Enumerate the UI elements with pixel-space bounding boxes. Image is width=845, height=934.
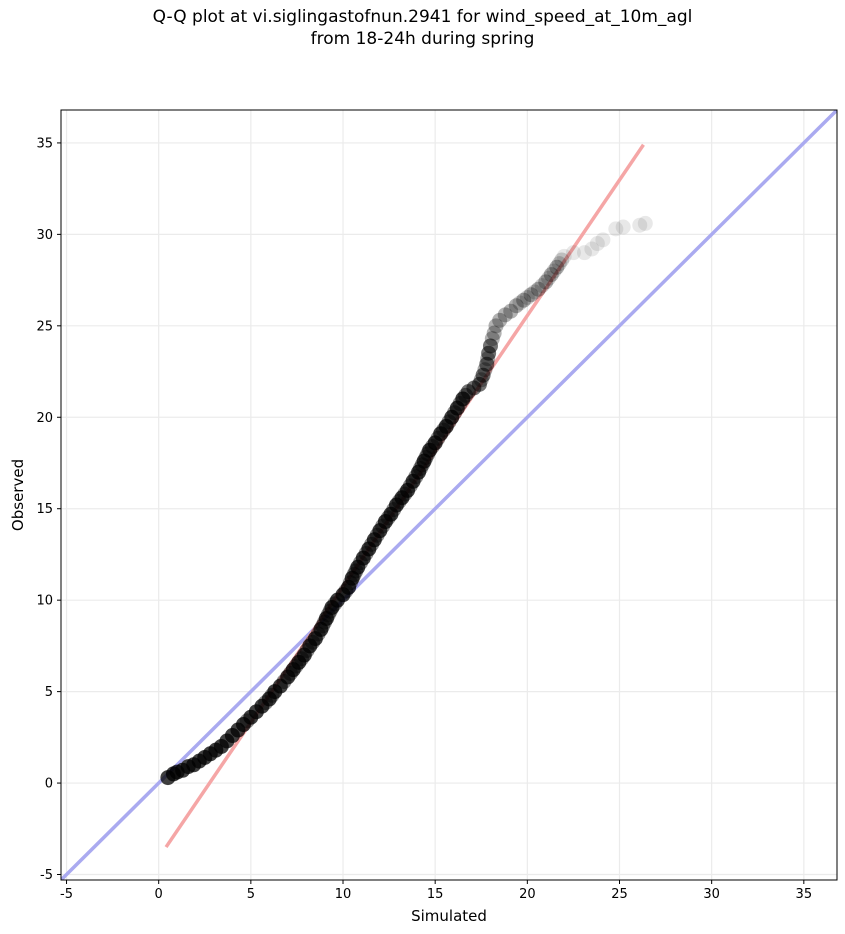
quantile-point [512, 295, 528, 311]
quantile-point [595, 232, 611, 248]
y-tick-label: 10 [36, 594, 53, 609]
y-tick-label: 30 [36, 228, 53, 243]
x-tick-label: 15 [427, 887, 444, 902]
y-tick-label: -5 [40, 868, 53, 883]
quantile-point [637, 215, 653, 231]
quantile-point [534, 278, 550, 294]
y-tick-label: 0 [45, 777, 53, 792]
quantile-point [519, 289, 535, 305]
chart-title: Q-Q plot at vi.siglingastofnun.2941 for … [152, 7, 693, 27]
y-axis-label: Observed [9, 459, 27, 531]
quantile-point [589, 236, 605, 252]
quantile-point [482, 338, 498, 354]
x-tick-label: 20 [519, 887, 536, 902]
chart-title-block: Q-Q plot at vi.siglingastofnun.2941 for … [0, 6, 845, 50]
quantile-point [632, 217, 648, 233]
grid [61, 110, 837, 880]
quantile-point [488, 318, 504, 334]
x-tick-label: 30 [703, 887, 720, 902]
quantile-point [538, 274, 554, 290]
quantile-point [527, 284, 543, 300]
quantile-point [576, 245, 592, 261]
x-tick-label: 35 [796, 887, 813, 902]
quantile-point [541, 270, 557, 286]
quantile-point [523, 287, 539, 303]
quantile-point [546, 263, 562, 279]
x-tick-label: -5 [60, 887, 73, 902]
identity-line [61, 110, 837, 880]
quantile-point [608, 221, 624, 237]
reference-lines [61, 110, 837, 880]
quantile-point [503, 303, 519, 319]
plot-frame [60, 109, 838, 881]
y-tick-label: 25 [36, 319, 53, 334]
quantile-point [508, 298, 524, 314]
quantile-point [530, 281, 546, 297]
x-tick-label: 25 [611, 887, 628, 902]
quantile-point [551, 256, 567, 272]
quantile-point [484, 331, 500, 347]
quantile-point [556, 248, 572, 264]
quantile-point [543, 267, 559, 283]
x-tick-label: 5 [247, 887, 255, 902]
quantile-point [486, 325, 502, 341]
quantile-point [492, 312, 508, 328]
quantile-point [565, 245, 581, 261]
x-tick-label: 0 [155, 887, 163, 902]
quantile-point [549, 259, 565, 275]
y-tick-label: 5 [45, 685, 53, 700]
quantile-point [516, 292, 532, 308]
quantile-point [584, 241, 600, 257]
quantile-points [160, 215, 653, 786]
axis-ticks: -5 0 5 10 15 20 25 30 35 -5 0 5 10 15 20 25 30 35 [36, 136, 812, 902]
chart-subtitle: from 18-24h during spring [310, 29, 535, 49]
quantile-point [554, 252, 570, 268]
quantile-point [615, 219, 631, 235]
x-axis-label: Simulated [411, 907, 487, 925]
quantile-point [497, 307, 513, 323]
y-tick-label: 15 [36, 502, 53, 517]
y-tick-label: 20 [36, 411, 53, 426]
y-tick-label: 35 [36, 136, 53, 151]
x-tick-label: 10 [335, 887, 352, 902]
